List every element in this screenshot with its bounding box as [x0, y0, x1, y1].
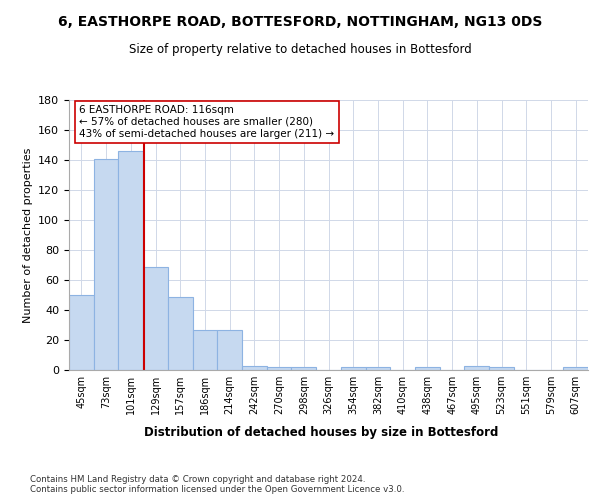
Bar — [365, 367, 390, 370]
Bar — [242, 366, 267, 370]
Bar — [464, 366, 489, 370]
Bar — [489, 367, 514, 370]
Text: Contains HM Land Registry data © Crown copyright and database right 2024.
Contai: Contains HM Land Registry data © Crown c… — [30, 475, 404, 494]
Bar — [168, 296, 193, 370]
Text: 6, EASTHORPE ROAD, BOTTESFORD, NOTTINGHAM, NG13 0DS: 6, EASTHORPE ROAD, BOTTESFORD, NOTTINGHA… — [58, 15, 542, 29]
Text: 6 EASTHORPE ROAD: 116sqm
← 57% of detached houses are smaller (280)
43% of semi-: 6 EASTHORPE ROAD: 116sqm ← 57% of detach… — [79, 106, 335, 138]
Bar — [415, 367, 440, 370]
Bar — [69, 295, 94, 370]
Bar — [143, 266, 168, 370]
Bar — [341, 367, 365, 370]
Bar — [94, 158, 118, 370]
Y-axis label: Number of detached properties: Number of detached properties — [23, 148, 32, 322]
Bar — [267, 367, 292, 370]
Bar — [217, 330, 242, 370]
Text: Size of property relative to detached houses in Bottesford: Size of property relative to detached ho… — [128, 42, 472, 56]
Bar — [563, 367, 588, 370]
Bar — [118, 151, 143, 370]
Text: Distribution of detached houses by size in Bottesford: Distribution of detached houses by size … — [144, 426, 498, 439]
Bar — [292, 367, 316, 370]
Bar — [193, 330, 217, 370]
